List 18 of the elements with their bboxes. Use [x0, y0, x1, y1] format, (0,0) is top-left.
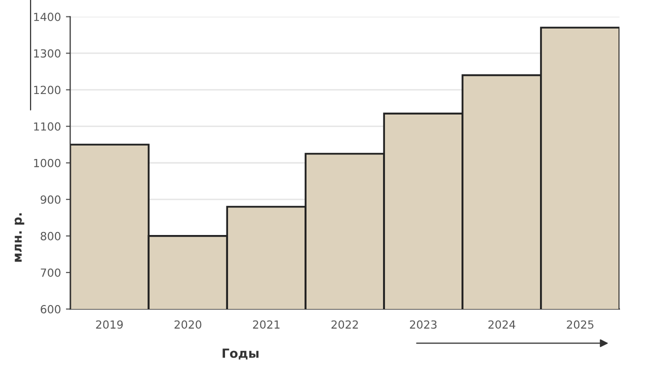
- x-tick-label: 2020: [174, 320, 202, 329]
- y-tick-label: 800: [40, 232, 60, 240]
- y-axis-title: млн. р.: [14, 213, 24, 262]
- x-tick-label: 2023: [410, 320, 437, 329]
- y-tick-label: 700: [40, 268, 60, 277]
- y-tick-label: 1000: [34, 158, 60, 168]
- y-tick-label: 1400: [34, 12, 60, 22]
- y-tick-label: 1100: [34, 122, 60, 131]
- x-axis-title: Годы: [222, 348, 258, 360]
- x-tick-label: 2025: [566, 320, 594, 329]
- x-tick-label: 2021: [253, 320, 280, 329]
- x-tick-label: 2022: [332, 320, 358, 329]
- x-tick-label: 2024: [488, 320, 516, 329]
- y-tick-label: 600: [40, 305, 60, 314]
- y-tick-label: 1300: [34, 49, 60, 58]
- y-tick-label: 1200: [34, 86, 60, 94]
- x-tick-label: 2019: [96, 320, 123, 329]
- y-tick-label: 900: [40, 195, 60, 204]
